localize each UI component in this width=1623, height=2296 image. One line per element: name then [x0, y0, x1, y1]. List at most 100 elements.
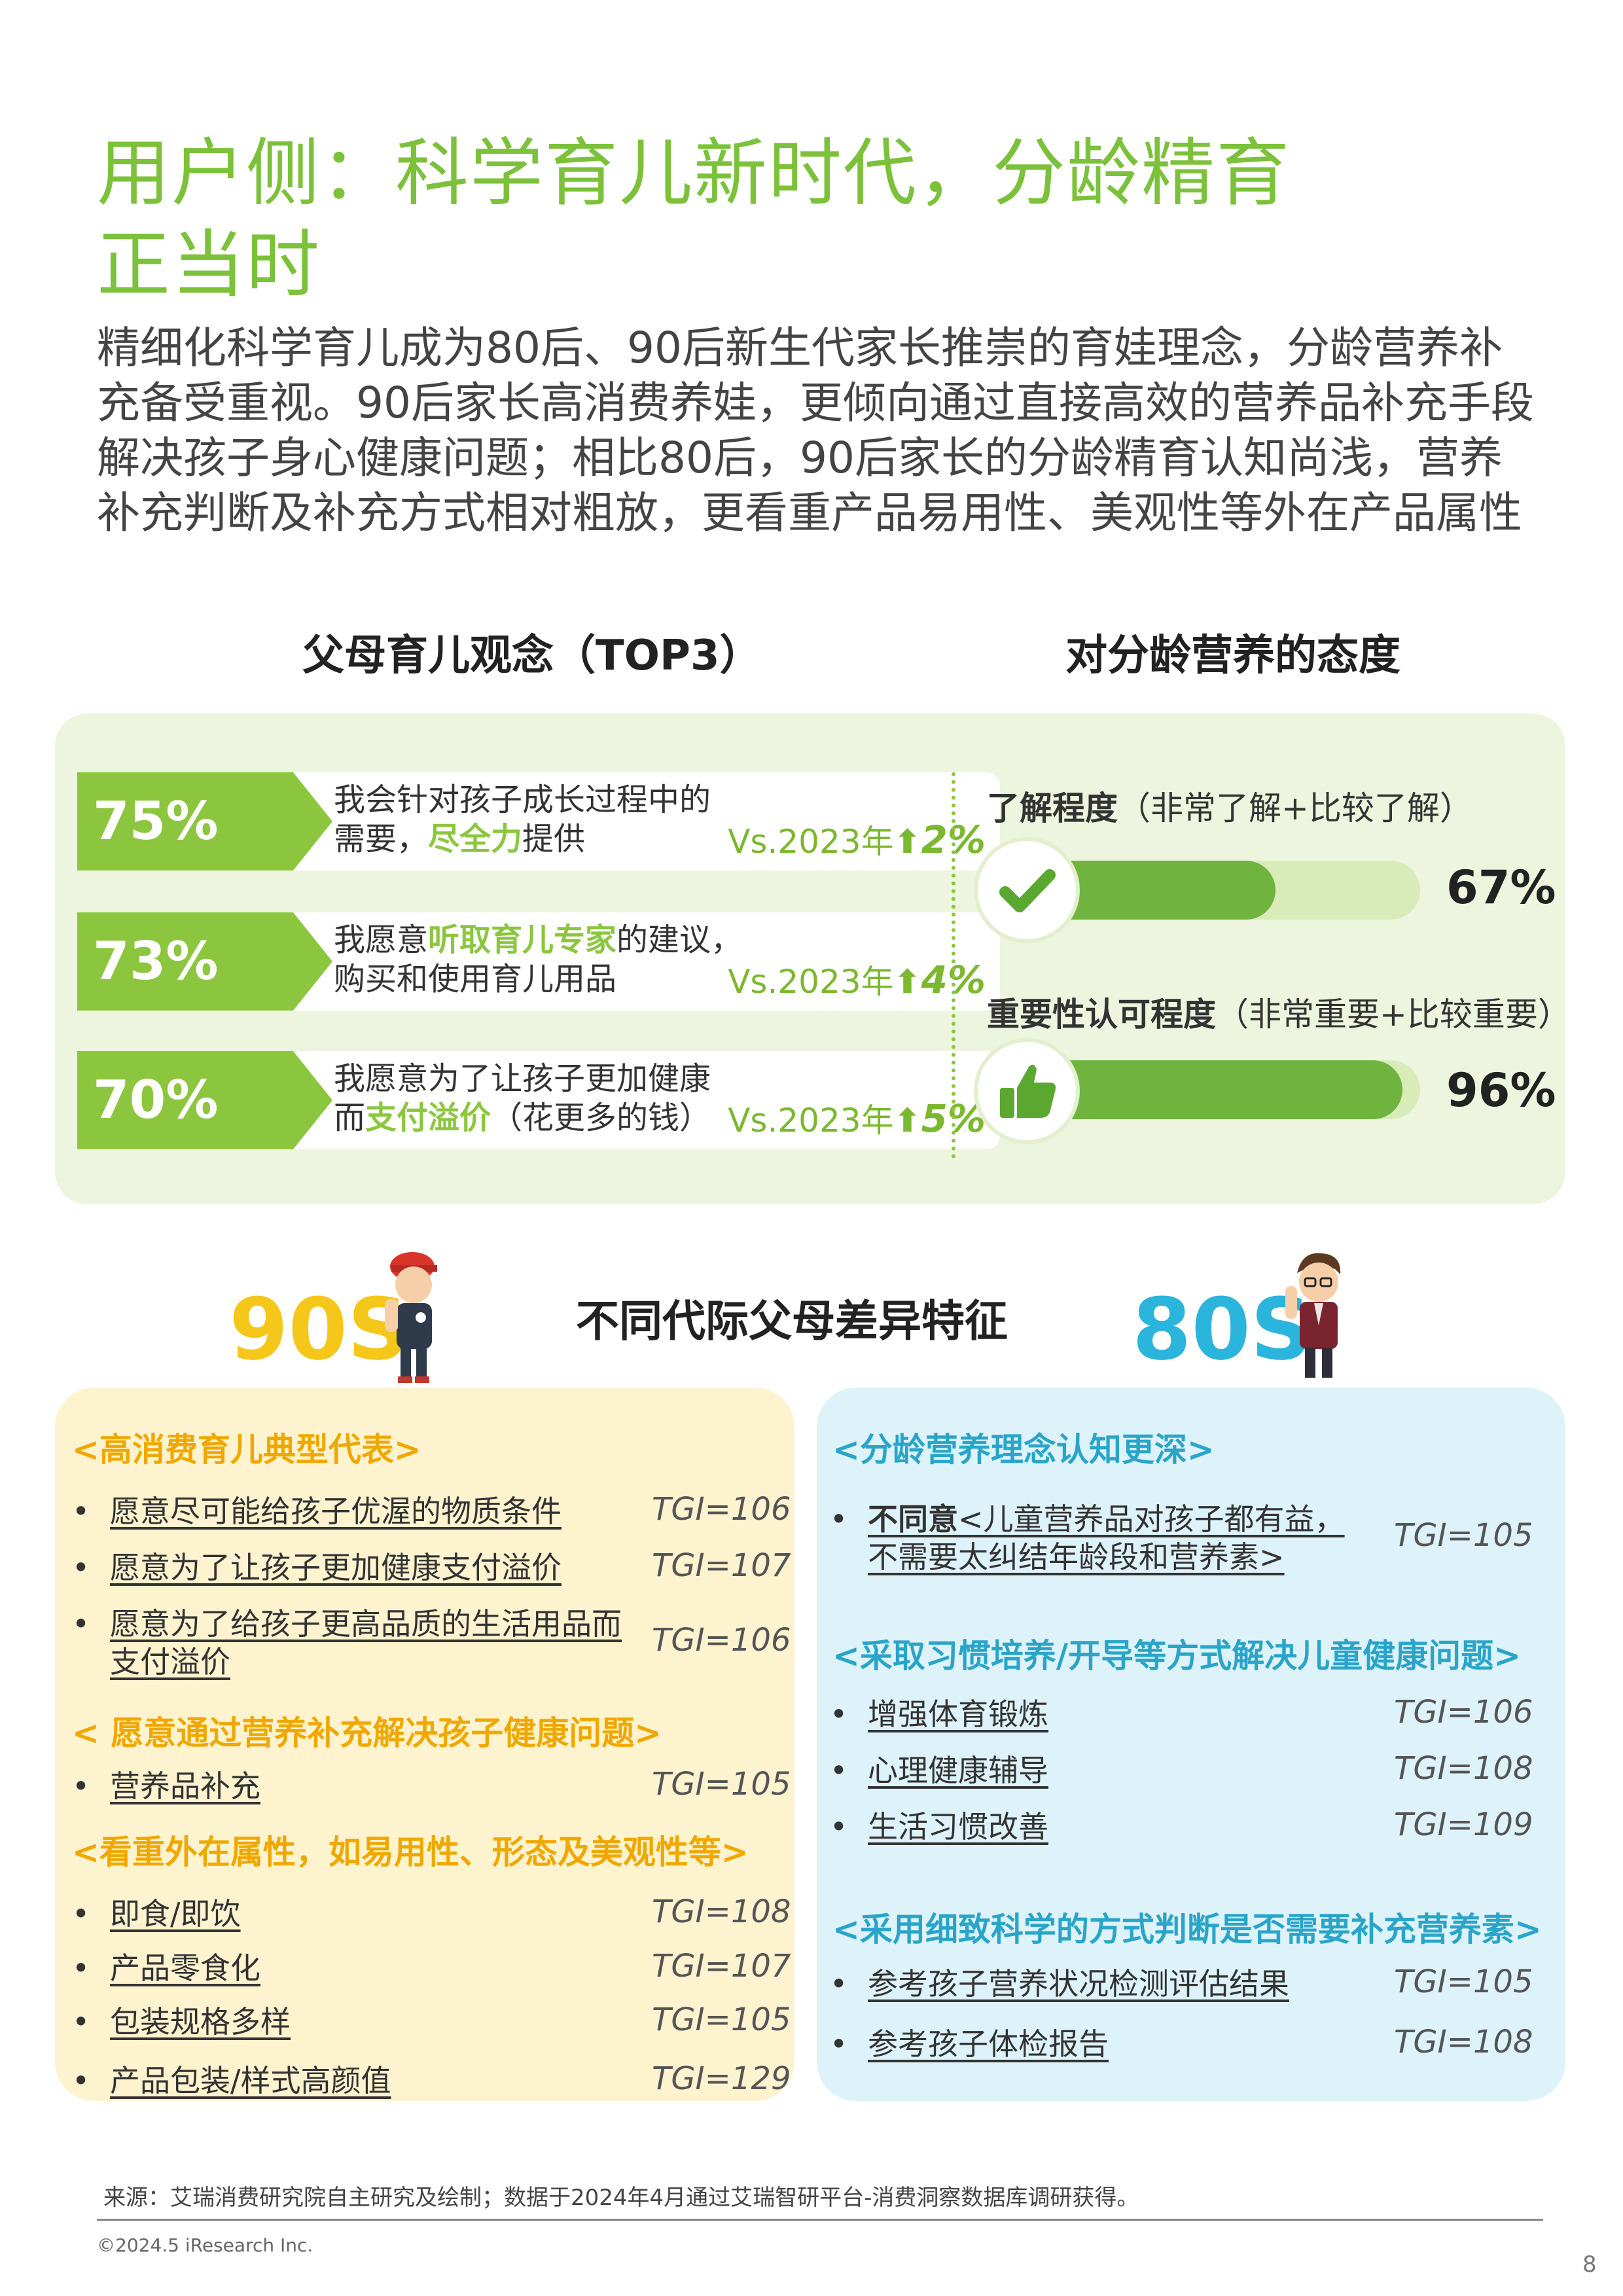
section-heading: <采取习惯培养/开导等方式解决儿童健康问题> [832, 1637, 1522, 1675]
tgi-value: TGI=106 [1394, 1694, 1533, 1731]
stat-percent: 75% [77, 772, 332, 870]
stat-text-line-1: 我愿意听取育儿专家的建议， [334, 920, 1000, 960]
list-item: • 包装规格多样 [72, 2003, 661, 2042]
copyright: ©2024.5 iResearch Inc. [97, 2234, 313, 2256]
stat-text-line-1: 我会针对孩子成长过程中的 [334, 781, 711, 818]
stat-comparison: Vs.2023年⬆2% [728, 820, 986, 861]
up-arrow-icon: ⬆ [893, 823, 921, 861]
list-item: • 产品零食化 [72, 1949, 661, 1988]
gen-90s-panel [55, 1388, 794, 2101]
bullet: • [72, 1550, 90, 1585]
attitude-label: 了解程度（非常了解+比较了解） [987, 782, 1472, 829]
bullet: • [830, 2026, 848, 2062]
stat-text-line-2: 购买和使用育儿用品 [334, 961, 617, 997]
list-item: • 即食/即饮 [72, 1895, 661, 1934]
attitude-heading: 对分龄营养的态度 [1065, 632, 1400, 680]
section-heading: < 愿意通过营养补充解决孩子健康问题> [72, 1714, 662, 1752]
parenting-beliefs-heading: 父母育儿观念（TOP3） [302, 632, 762, 680]
bullet: • [72, 1950, 90, 1986]
bullet: • [72, 1768, 90, 1804]
stat-row: 我愿意听取育儿专家的建议， 购买和使用育儿用品 Vs.2023年⬆4% 73% [77, 912, 1000, 1011]
stat-text: 的建议， [616, 922, 743, 958]
list-item-bold: 不同意 [868, 1501, 958, 1537]
tgi-value: TGI=106 [652, 1491, 791, 1528]
comparison-label: Vs.2023年 [728, 823, 894, 861]
bullet: • [830, 1809, 848, 1844]
page-number: 8 [1582, 2251, 1597, 2278]
up-arrow-icon: ⬆ [893, 963, 921, 1001]
tgi-value: TGI=107 [652, 1547, 791, 1584]
stat-row: 我会针对孩子成长过程中的 需要，尽全力提供 Vs.2023年⬆2% 75% [77, 772, 1000, 870]
list-item-text: 包装规格多样 [110, 2004, 291, 2039]
tgi-value: TGI=129 [652, 2060, 791, 2097]
tgi-value: TGI=108 [652, 1893, 791, 1930]
bullet: • [830, 1966, 848, 2001]
list-item: • 心理健康辅导 [830, 1751, 1393, 1791]
list-item-text: 即食/即饮 [110, 1896, 241, 1931]
list-item-text: 心理健康辅导 [868, 1753, 1048, 1788]
list-item-line: <儿童营养品对孩子都有益， [958, 1501, 1345, 1537]
stat-text: 提供 [522, 821, 586, 857]
bullet: • [830, 1696, 848, 1732]
tgi-value: TGI=107 [652, 1948, 791, 1984]
stat-text: （花更多的钱） [491, 1100, 711, 1136]
stat-text: 而 [334, 1100, 366, 1136]
list-item-text: 愿意为了给孩子更高品质的生活用品而 支付溢价 [110, 1605, 622, 1681]
section-heading: <采用细致科学的方式判断是否需要补充营养素> [832, 1910, 1542, 1948]
tgi-value: TGI=105 [1394, 1517, 1533, 1554]
young-parent-figure [378, 1247, 450, 1387]
list-item: • 参考孩子体检报告 [830, 2025, 1393, 2064]
tgi-value: TGI=109 [1394, 1806, 1533, 1843]
gen-80s-label: 80S [1132, 1280, 1312, 1379]
list-item: • 愿意为了给孩子更高品质的生活用品而 支付溢价 [72, 1605, 661, 1683]
list-item-text: 营养品补充 [110, 1768, 260, 1804]
list-item-text: 不同意<儿童营养品对孩子都有益， 不需要太纠结年龄段和营养素> [868, 1500, 1345, 1576]
bullet: • [72, 1494, 90, 1529]
list-item-text: 增强体育锻炼 [868, 1696, 1048, 1732]
attitude-label: 重要性认可程度（非常重要+比较重要） [987, 988, 1571, 1035]
dotted-divider [952, 772, 955, 1158]
stat-text: 我愿意 [334, 922, 429, 958]
stat-text-line-1: 我愿意为了让孩子更加健康 [334, 1060, 711, 1097]
tgi-value: TGI=108 [1394, 2024, 1533, 2060]
list-item-text: 生活习惯改善 [868, 1809, 1048, 1844]
tgi-value: TGI=108 [1394, 1750, 1533, 1787]
stat-percent: 73% [77, 912, 332, 1011]
stat-comparison: Vs.2023年⬆4% [728, 960, 986, 1001]
stat-percent: 70% [77, 1051, 332, 1149]
attitude-value: 67% [1446, 861, 1556, 914]
section-heading: <高消费育儿典型代表> [72, 1431, 421, 1469]
list-item-line: 支付溢价 [110, 1644, 230, 1679]
stat-highlight: 尽全力 [428, 821, 523, 857]
stat-text-line-2: 而支付溢价（花更多的钱） [334, 1098, 1000, 1138]
generation-diff-title: 不同代际父母差异特征 [576, 1296, 1008, 1346]
stat-text-line-2: 需要，尽全力提供 [334, 819, 1000, 859]
list-item-text: 愿意为了让孩子更加健康支付溢价 [110, 1550, 562, 1585]
list-item-line: 愿意为了给孩子更高品质的生活用品而 [110, 1606, 622, 1641]
older-parent-figure [1283, 1247, 1355, 1387]
attitude-value: 96% [1446, 1064, 1556, 1117]
list-item: • 产品包装/样式高颜值 [72, 2062, 661, 2101]
list-item: • 营养品补充 [72, 1767, 661, 1806]
list-item-line: 不需要太纠结年龄段和营养素> [868, 1539, 1285, 1575]
list-item: • 生活习惯改善 [830, 1808, 1393, 1847]
list-item-text: 参考孩子体检报告 [868, 2026, 1109, 2062]
page-title: 用户侧：科学育儿新时代，分龄精育 正当时 [97, 128, 1340, 311]
attitude-label-rest: （非常重要+比较重要） [1216, 996, 1571, 1033]
stat-text-box: 我会针对孩子成长过程中的 需要，尽全力提供 Vs.2023年⬆2% [274, 772, 1000, 870]
check-icon [978, 841, 1076, 939]
bullet: • [72, 2063, 90, 2098]
stat-comparison: Vs.2023年⬆5% [728, 1099, 986, 1140]
up-arrow-icon: ⬆ [893, 1102, 921, 1139]
source-note: 来源：艾瑞消费研究院自主研究及绘制；数据于2024年4月通过艾瑞智研平台-消费洞… [103, 2185, 1139, 2211]
tgi-value: TGI=105 [652, 1766, 791, 1803]
stat-highlight: 听取育儿专家 [428, 922, 617, 958]
list-item: • 参考孩子营养状况检测评估结果 [830, 1965, 1393, 2004]
list-item: • 愿意尽可能给孩子优渥的物质条件 [72, 1492, 661, 1532]
attitude-label-rest: （非常了解+比较了解） [1118, 789, 1472, 827]
tgi-value: TGI=106 [652, 1622, 791, 1659]
stat-text: 需要， [334, 821, 429, 857]
stat-text-box: 我愿意为了让孩子更加健康 而支付溢价（花更多的钱） Vs.2023年⬆5% [274, 1051, 1000, 1149]
tgi-value: TGI=105 [652, 2001, 791, 2038]
attitude-label-bold: 重要性认可程度 [987, 996, 1216, 1033]
